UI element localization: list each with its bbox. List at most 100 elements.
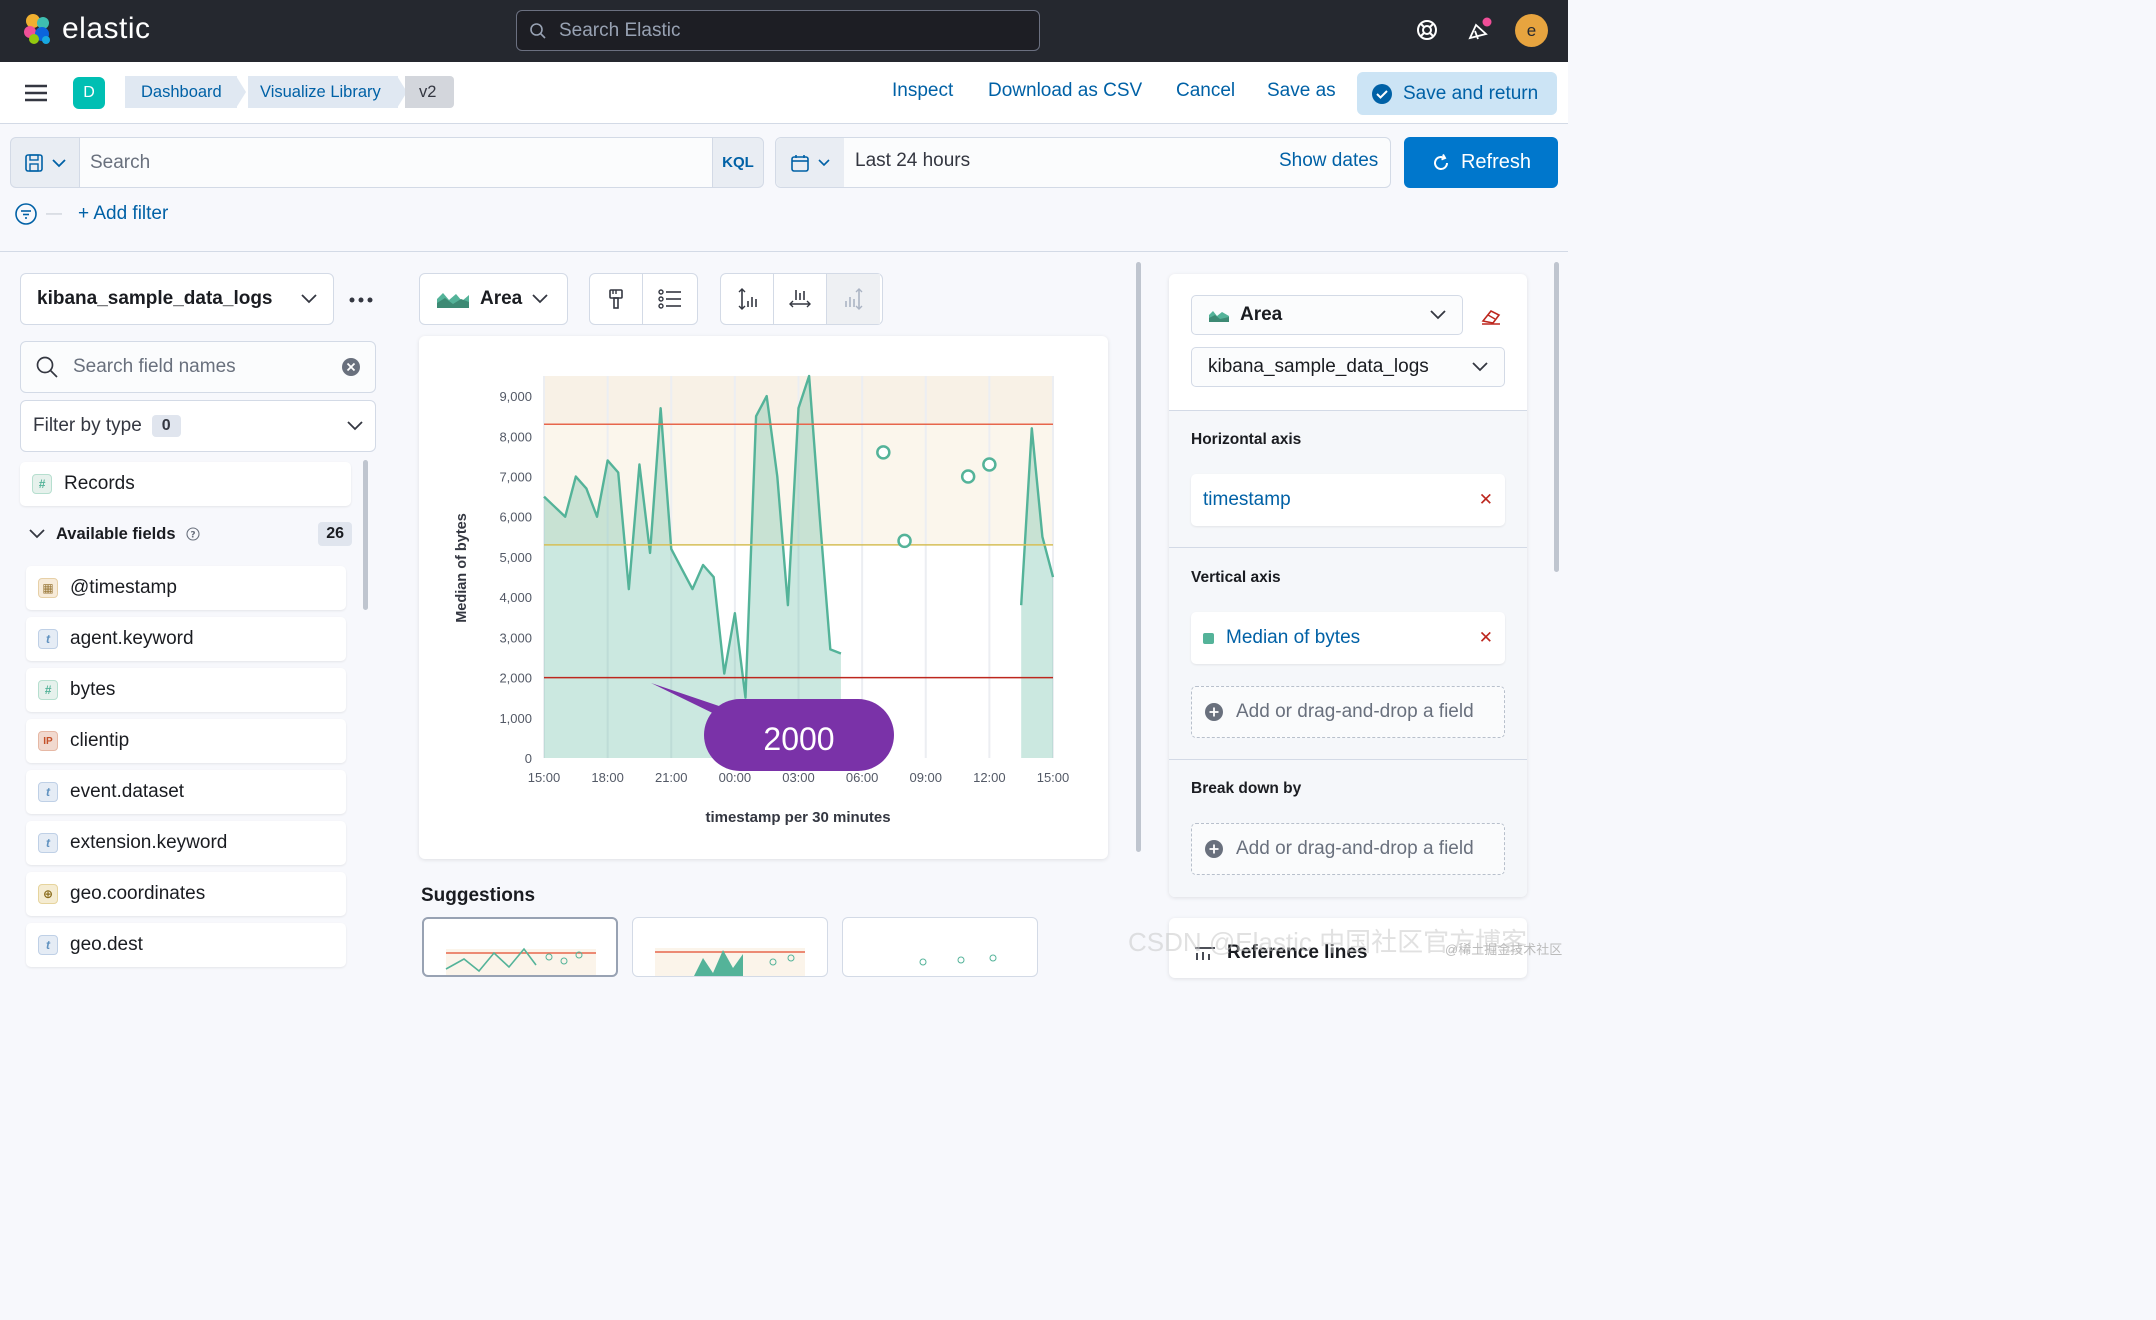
- cancel-link[interactable]: Cancel: [1176, 80, 1236, 101]
- field-item[interactable]: t agent.keyword: [26, 617, 346, 661]
- field-item[interactable]: t geo.dest: [26, 923, 346, 967]
- horizontal-axis-field[interactable]: timestamp ✕: [1191, 474, 1505, 526]
- y-tick-label: 7,000: [499, 470, 532, 485]
- x-tick-label: 15:00: [1037, 770, 1070, 785]
- visual-options-button[interactable]: [590, 274, 643, 324]
- space-avatar[interactable]: D: [73, 77, 105, 109]
- suggestion-thumbnail: [445, 947, 596, 975]
- elastic-logo-icon: [24, 14, 50, 44]
- clear-layer-icon[interactable]: [1480, 305, 1504, 327]
- refresh-icon: [1434, 153, 1448, 170]
- vertical-axis-field[interactable]: Median of bytes ✕: [1191, 612, 1505, 664]
- kql-language-button[interactable]: KQL: [712, 137, 764, 188]
- suggestion-card[interactable]: [842, 917, 1038, 977]
- layer-data-view-select[interactable]: kibana_sample_data_logs: [1191, 347, 1505, 387]
- annotation-value: 2000: [763, 721, 834, 757]
- field-item[interactable]: ▦ @timestamp: [26, 566, 346, 610]
- menu-icon[interactable]: [22, 80, 50, 106]
- time-range-text[interactable]: Last 24 hours: [855, 150, 971, 171]
- x-tick-label: 18:00: [591, 770, 624, 785]
- plus-circle-icon: [1205, 703, 1223, 721]
- logo-text: elastic: [62, 12, 151, 45]
- field-name: extension.keyword: [70, 832, 228, 853]
- add-field-label: Add or drag-and-drop a field: [1236, 838, 1474, 859]
- filter-by-type-label: Filter by type: [33, 415, 142, 436]
- field-records[interactable]: # Records: [20, 462, 351, 506]
- x-tick-label: 12:00: [973, 770, 1006, 785]
- bottom-axis-button[interactable]: [774, 274, 827, 324]
- saved-query-button[interactable]: [10, 137, 80, 188]
- save-and-return-button[interactable]: Save and return: [1357, 72, 1557, 115]
- right-axis-button[interactable]: [827, 274, 880, 324]
- y-tick-label: 4,000: [499, 590, 532, 605]
- string-field-icon: t: [38, 782, 58, 802]
- left-axis-button[interactable]: [721, 274, 774, 324]
- filter-separator: —: [46, 205, 62, 222]
- y-tick-label: 8,000: [499, 429, 532, 444]
- download-csv-link[interactable]: Download as CSV: [988, 80, 1143, 101]
- filter-by-type-button[interactable]: Filter by type 0: [20, 400, 376, 452]
- number-field-icon: #: [38, 680, 58, 700]
- remove-field-icon[interactable]: ✕: [1478, 628, 1493, 647]
- config-scrollbar[interactable]: [1554, 262, 1559, 572]
- available-fields-label: Available fields: [56, 524, 176, 543]
- filter-icon[interactable]: [14, 202, 38, 226]
- add-filter-button[interactable]: + Add filter: [78, 203, 169, 224]
- breadcrumb-dashboard[interactable]: Dashboard: [125, 76, 237, 108]
- geo-field-icon: ⊕: [38, 884, 58, 904]
- inspect-link[interactable]: Inspect: [892, 80, 954, 101]
- layer-data-view-label: kibana_sample_data_logs: [1208, 356, 1429, 377]
- breadcrumb-visualize-library[interactable]: Visualize Library: [248, 76, 398, 108]
- field-item[interactable]: IP clientip: [26, 719, 346, 763]
- info-icon[interactable]: ?: [185, 527, 200, 541]
- data-view-picker[interactable]: kibana_sample_data_logs: [20, 273, 334, 325]
- layer-chart-type-select[interactable]: Area: [1191, 295, 1463, 335]
- x-tick-label: 00:00: [719, 770, 752, 785]
- suggestion-card[interactable]: [422, 917, 618, 977]
- chart-isolated-points: [876, 445, 997, 549]
- suggestion-card[interactable]: [632, 917, 828, 977]
- more-options-icon[interactable]: [348, 290, 374, 310]
- x-tick-label: 09:00: [909, 770, 942, 785]
- global-search-input[interactable]: Search Elastic: [516, 10, 1040, 51]
- series-color-swatch[interactable]: [1203, 632, 1214, 644]
- brush-icon: [609, 289, 623, 309]
- data-point: [982, 457, 997, 472]
- add-breakdown-field-dropzone[interactable]: Add or drag-and-drop a field: [1191, 823, 1505, 875]
- string-field-icon: t: [38, 629, 58, 649]
- refresh-button[interactable]: Refresh: [1404, 137, 1558, 188]
- legend-button[interactable]: [643, 274, 696, 324]
- available-fields-header[interactable]: Available fields ? 26: [28, 522, 352, 546]
- svg-text:?: ?: [190, 531, 195, 541]
- elastic-logo[interactable]: elastic: [20, 12, 151, 46]
- save-as-link[interactable]: Save as: [1267, 80, 1336, 101]
- axis-toolbar-group: [720, 273, 883, 325]
- sidebar-scrollbar[interactable]: [363, 460, 368, 610]
- field-item[interactable]: ⊕ geo.coordinates: [26, 872, 346, 916]
- available-fields-count: 26: [318, 522, 352, 546]
- quick-date-menu-button[interactable]: [776, 138, 844, 187]
- clear-icon[interactable]: [341, 357, 361, 377]
- workspace-scrollbar[interactable]: [1136, 262, 1141, 852]
- field-item[interactable]: t event.dataset: [26, 770, 346, 814]
- add-vertical-field-dropzone[interactable]: Add or drag-and-drop a field: [1191, 686, 1505, 738]
- save-and-return-label: Save and return: [1403, 82, 1539, 104]
- breadcrumb-current: v2: [405, 76, 454, 108]
- query-search-input[interactable]: Search: [80, 137, 712, 188]
- news-feed-icon[interactable]: [1463, 14, 1495, 46]
- vertical-axis-title: Vertical axis: [1191, 569, 1281, 586]
- refresh-label: Refresh: [1460, 151, 1532, 173]
- chart-type-switcher[interactable]: Area: [419, 273, 568, 325]
- y-tick-label: 2,000: [499, 671, 532, 686]
- remove-field-icon[interactable]: ✕: [1478, 490, 1493, 509]
- field-item[interactable]: t extension.keyword: [26, 821, 346, 865]
- x-tick-label: 03:00: [782, 770, 815, 785]
- field-search-input[interactable]: Search field names: [20, 341, 376, 393]
- user-avatar[interactable]: e: [1515, 14, 1548, 47]
- show-dates-link[interactable]: Show dates: [1279, 150, 1379, 171]
- field-item[interactable]: # bytes: [26, 668, 346, 712]
- data-point: [897, 533, 912, 549]
- help-icon[interactable]: [1411, 14, 1443, 46]
- query-search-placeholder: Search: [90, 151, 151, 173]
- area-chart[interactable]: 0 1,000 2,000 3,000 4,000 5,000 6,000 7,000 8,00…: [419, 336, 1108, 859]
